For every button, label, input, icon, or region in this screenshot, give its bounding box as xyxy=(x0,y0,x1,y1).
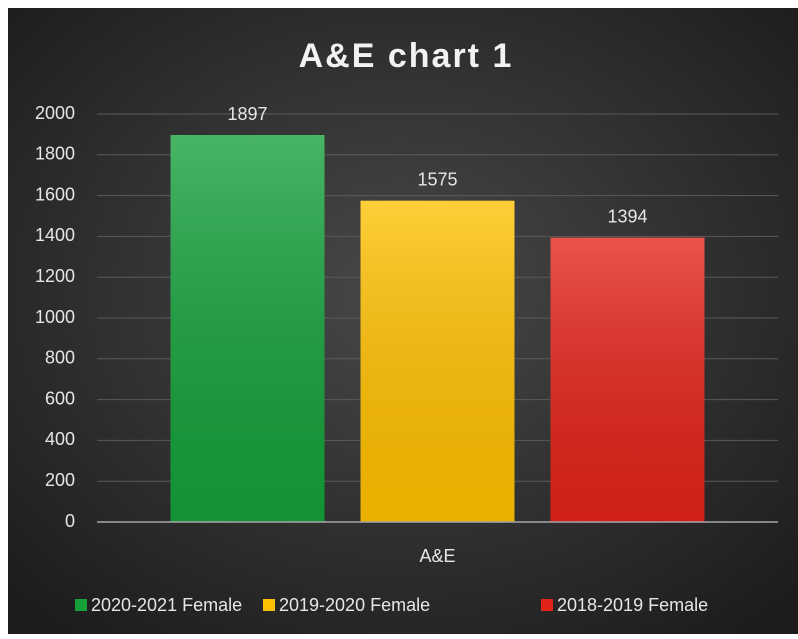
x-tick-label: A&E xyxy=(419,546,455,566)
y-tick-label: 200 xyxy=(45,470,75,490)
y-tick-label: 1400 xyxy=(35,225,75,245)
legend-swatch xyxy=(75,599,87,611)
bar xyxy=(360,200,515,522)
y-tick-label: 2000 xyxy=(35,103,75,123)
y-tick-label: 800 xyxy=(45,348,75,368)
data-label: 1897 xyxy=(227,104,267,124)
legend-label: 2018-2019 Female xyxy=(557,595,708,615)
y-tick-label: 1600 xyxy=(35,184,75,204)
y-tick-label: 1200 xyxy=(35,266,75,286)
y-tick-label: 0 xyxy=(65,511,75,531)
y-tick-label: 400 xyxy=(45,429,75,449)
legend-label: 2020-2021 Female xyxy=(91,595,242,615)
data-label: 1394 xyxy=(607,206,647,226)
legend-swatch xyxy=(541,599,553,611)
bar xyxy=(170,135,325,522)
legend-label: 2019-2020 Female xyxy=(279,595,430,615)
chart-title: A&E chart 1 xyxy=(299,37,514,75)
bar xyxy=(550,237,705,522)
data-label: 1575 xyxy=(417,169,457,189)
y-tick-label: 1000 xyxy=(35,307,75,327)
legend-swatch xyxy=(263,599,275,611)
y-tick-label: 1800 xyxy=(35,144,75,164)
y-tick-label: 600 xyxy=(45,388,75,408)
